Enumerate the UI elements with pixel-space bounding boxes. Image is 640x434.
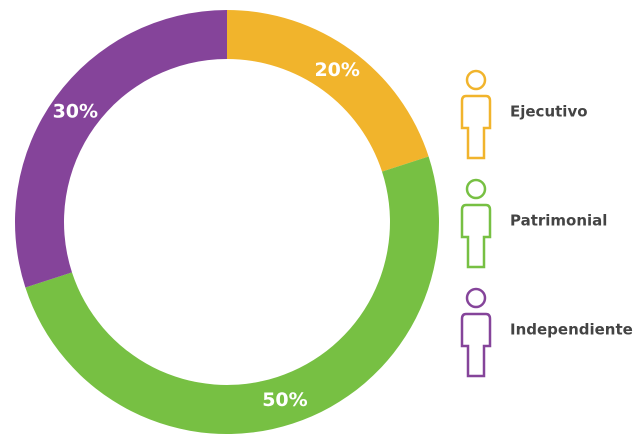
icon-body (460, 203, 492, 269)
legend-label: Patrimonial (510, 212, 607, 230)
legend-icon (460, 69, 492, 160)
icon-body (460, 94, 492, 160)
legend-icon (460, 178, 492, 269)
icon-head (465, 178, 487, 200)
data-label: 30% (53, 100, 98, 122)
legend-label: Independiente (510, 321, 633, 339)
data-label: 20% (314, 59, 359, 81)
donut-segment (14, 10, 228, 288)
icon-head (465, 287, 487, 309)
donut-segment (227, 10, 429, 172)
icon-body (460, 312, 492, 378)
icon-head (465, 69, 487, 91)
donut-segment (25, 156, 440, 434)
data-label: 50% (262, 389, 307, 411)
legend-label: Ejecutivo (510, 103, 588, 121)
legend-icon (460, 287, 492, 378)
